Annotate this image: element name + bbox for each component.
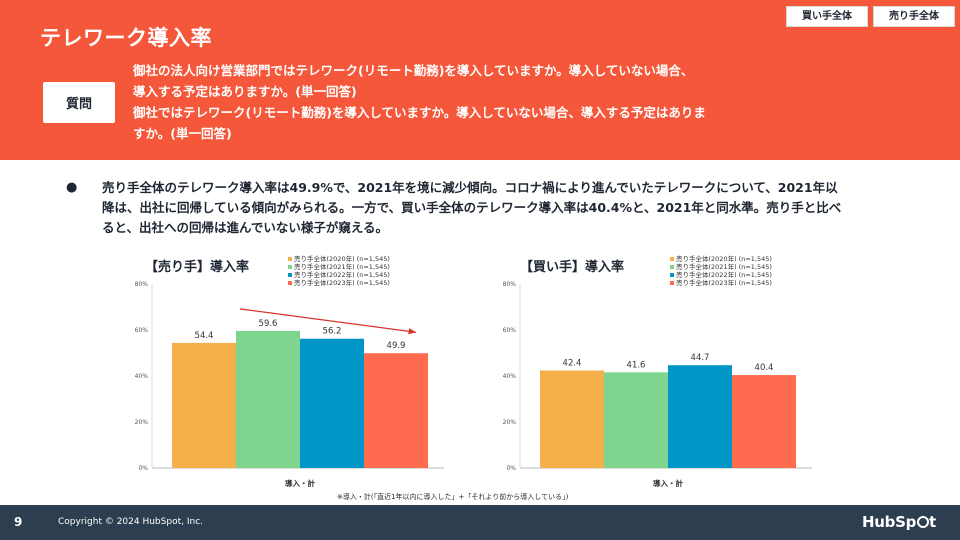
legend-swatch [670, 265, 674, 269]
legend-item: 売り手全体(2020年) (n=1,545) [670, 255, 772, 263]
legend-swatch [670, 273, 674, 277]
buyer-chart-legend: 売り手全体(2020年) (n=1,545) 売り手全体(2021年) (n=1… [670, 255, 772, 287]
buyer-chart-title: 【買い手】導入率 [520, 260, 625, 275]
bar-data-label: 54.4 [195, 331, 214, 341]
legend-swatch [288, 273, 292, 277]
legend-label: 売り手全体(2021年) (n=1,545) [676, 263, 772, 271]
legend-item: 売り手全体(2020年) (n=1,545) [288, 255, 390, 263]
chart-footnote: ※導入・計(「直近1年以内に導入した」+「それより前から導入している」) [337, 493, 569, 501]
footer-bar: 9 Copyright © 2024 HubSpot, Inc. HubSp t [0, 505, 960, 540]
y-tick-label: 20% [135, 419, 149, 426]
page-number: 9 [14, 515, 23, 529]
y-tick-label: 0% [138, 465, 148, 472]
trend-arrow-head [408, 328, 416, 335]
legend-label: 売り手全体(2023年) (n=1,545) [676, 279, 772, 287]
bar-data-label: 56.2 [323, 327, 342, 337]
summary-bullet: 売り手全体のテレワーク導入率は49.9%で、2021年を境に減少傾向。コロナ禍に… [102, 180, 842, 235]
y-tick-label: 60% [135, 327, 149, 334]
hubspot-logo: HubSp t [862, 513, 936, 531]
buyer-chart: 0% 20% 40% 60% 80% 42.4 41.6 44.7 40.4 導入・計 [503, 281, 812, 488]
bullet-dot-icon: ● [66, 180, 78, 195]
logo-text-left: HubSp [862, 513, 917, 531]
y-tick-label: 0% [506, 465, 516, 472]
logo-text-right: t [929, 513, 936, 531]
chart-bar [668, 365, 732, 468]
page-title: テレワーク導入率 [40, 26, 212, 50]
legend-item: 売り手全体(2021年) (n=1,545) [670, 263, 772, 271]
y-tick-label: 80% [503, 281, 517, 288]
legend-label: 売り手全体(2023年) (n=1,545) [294, 279, 390, 287]
seller-chart-title: 【売り手】導入率 [145, 260, 250, 275]
legend-item: 売り手全体(2022年) (n=1,545) [288, 271, 390, 279]
legend-item: 売り手全体(2022年) (n=1,545) [670, 271, 772, 279]
trend-arrow-line [239, 308, 417, 333]
y-tick-label: 20% [503, 419, 517, 426]
y-tick-label: 40% [503, 373, 517, 380]
bar-data-label: 40.4 [755, 363, 774, 373]
question-line: 御社ではテレワーク(リモート勤務)を導入していますか。導入していない場合、導入す… [133, 105, 706, 120]
legend-label: 売り手全体(2020年) (n=1,545) [294, 255, 390, 263]
bar-data-label: 41.6 [627, 360, 646, 370]
sprocket-icon [916, 516, 929, 528]
legend-label: 売り手全体(2022年) (n=1,545) [676, 271, 772, 279]
chart-bar [300, 338, 364, 468]
legend-item: 売り手全体(2023年) (n=1,545) [288, 279, 390, 287]
bar-data-label: 49.9 [387, 341, 406, 351]
legend-swatch [670, 281, 674, 285]
question-line: 導入する予定はありますか。(単一回答) [133, 84, 357, 99]
question-line: すか。(単一回答) [133, 126, 232, 141]
chart-bar [172, 342, 236, 468]
y-tick-label: 60% [503, 327, 517, 334]
bar-data-label: 42.4 [563, 358, 582, 368]
question-label-box: 質問 [43, 82, 115, 123]
chart-bar [604, 372, 668, 468]
tag-seller-all[interactable]: 売り手全体 [873, 6, 955, 27]
bar-data-label: 59.6 [259, 319, 278, 329]
tag-buyer-all[interactable]: 買い手全体 [786, 6, 868, 27]
x-category-label: 導入・計 [653, 478, 683, 488]
header-band: テレワーク導入率 買い手全体 売り手全体 質問 御社の法人向け営業部門ではテレワ… [0, 0, 960, 160]
copyright-text: Copyright © 2024 HubSpot, Inc. [58, 517, 203, 527]
legend-swatch [670, 257, 674, 261]
x-category-label: 導入・計 [285, 478, 315, 488]
y-tick-label: 80% [135, 281, 149, 288]
legend-swatch [288, 281, 292, 285]
seller-chart: 0% 20% 40% 60% 80% 54.4 59.6 56.2 49.9 導入・計 [135, 281, 444, 488]
chart-bar [364, 353, 428, 468]
y-tick-label: 40% [135, 373, 149, 380]
legend-label: 売り手全体(2021年) (n=1,545) [294, 263, 390, 271]
question-line: 御社の法人向け営業部門ではテレワーク(リモート勤務)を導入していますか。導入して… [133, 63, 694, 78]
chart-bar [540, 370, 604, 468]
legend-label: 売り手全体(2022年) (n=1,545) [294, 271, 390, 279]
question-text: 御社の法人向け営業部門ではテレワーク(リモート勤務)を導入していますか。導入して… [133, 60, 823, 144]
legend-swatch [288, 265, 292, 269]
bar-data-label: 44.7 [691, 353, 710, 363]
seller-chart-legend: 売り手全体(2020年) (n=1,545) 売り手全体(2021年) (n=1… [288, 255, 390, 287]
question-label: 質問 [65, 97, 92, 112]
legend-item: 売り手全体(2021年) (n=1,545) [288, 263, 390, 271]
legend-item: 売り手全体(2023年) (n=1,545) [670, 279, 772, 287]
chart-bar [236, 330, 300, 468]
legend-label: 売り手全体(2020年) (n=1,545) [676, 255, 772, 263]
legend-swatch [288, 257, 292, 261]
chart-bar [732, 375, 796, 468]
